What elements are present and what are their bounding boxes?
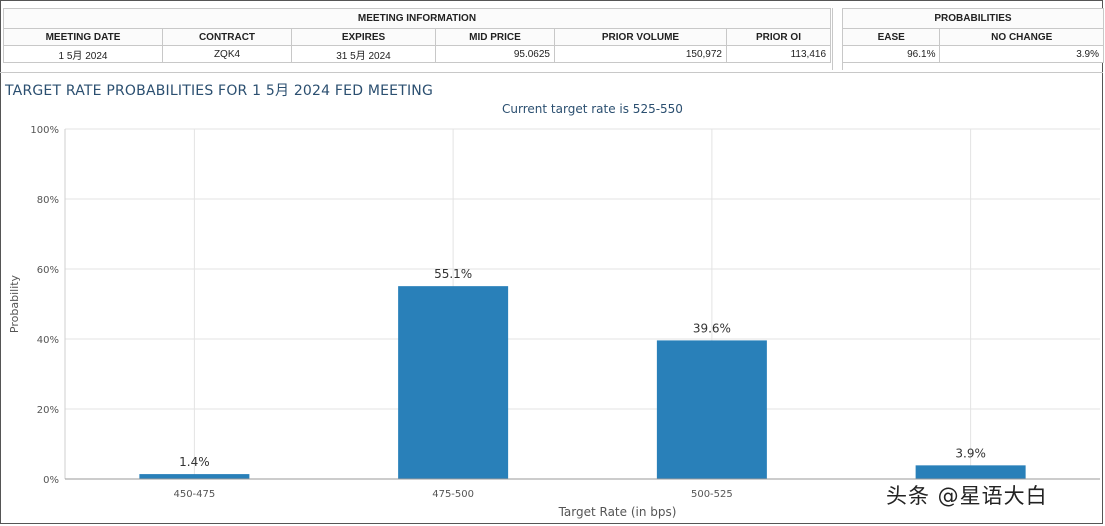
y-tick-label: 80% — [37, 195, 59, 206]
col-ease: EASE — [841, 28, 941, 46]
no-change-value: 3.9% — [939, 45, 1104, 63]
watermark-text: 头条 @星语大白 — [886, 484, 1048, 508]
ease-value: 96.1% — [841, 45, 941, 63]
x-tick-label: 450-475 — [173, 489, 215, 500]
y-tick-label: 20% — [37, 405, 59, 416]
probabilities-header: PROBABILITIES — [842, 8, 1104, 29]
bar — [139, 474, 250, 479]
expires-value: 31 5月 2024 — [291, 45, 436, 63]
y-tick-label: 40% — [37, 335, 59, 346]
contract-value: ZQK4 — [162, 45, 292, 63]
col-no-change: NO CHANGE — [939, 28, 1104, 46]
y-tick-label: 0% — [43, 475, 59, 486]
y-tick-label: 100% — [30, 125, 59, 136]
col-expires: EXPIRES — [291, 28, 436, 46]
col-meeting-date: MEETING DATE — [3, 28, 163, 46]
y-tick-label: 60% — [37, 265, 59, 276]
bar — [656, 340, 767, 479]
y-axis-title: Probability — [8, 274, 21, 333]
col-mid-price: MID PRICE — [435, 28, 555, 46]
x-axis-title: Target Rate (in bps) — [558, 505, 677, 519]
col-prior-oi: PRIOR OI — [726, 28, 831, 46]
meeting-info-header: MEETING INFORMATION — [3, 8, 831, 29]
meeting-info-table: MEETING INFORMATION MEETING DATE CONTRAC… — [3, 8, 831, 63]
probabilities-table: PROBABILITIES EASE NO CHANGE 96.1% 3.9% — [841, 8, 1104, 63]
chart-title: TARGET RATE PROBABILITIES FOR 1 5月 2024 … — [5, 83, 434, 99]
x-tick-label: 500-525 — [691, 489, 733, 500]
chart-subtitle: Current target rate is 525-550 — [502, 102, 683, 116]
prior-oi-value: 113,416 — [726, 45, 831, 63]
bar-data-label: 3.9% — [955, 446, 986, 460]
x-tick-label: 475-500 — [432, 489, 474, 500]
bar-data-label: 1.4% — [179, 455, 210, 469]
bar — [915, 465, 1026, 479]
mid-price-value: 95.0625 — [435, 45, 555, 63]
bar-data-label: 55.1% — [434, 267, 472, 281]
bar — [398, 286, 509, 479]
bar-data-label: 39.6% — [693, 321, 731, 335]
prior-volume-value: 150,972 — [554, 45, 727, 63]
meeting-date-value: 1 5月 2024 — [3, 45, 163, 63]
table-bottom-rule — [0, 72, 1103, 73]
